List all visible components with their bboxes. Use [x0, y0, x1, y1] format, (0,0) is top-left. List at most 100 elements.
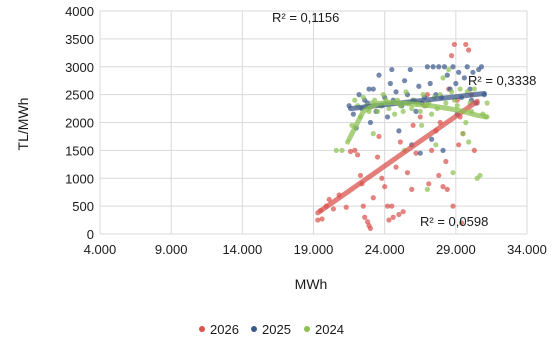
data-point-2026 [374, 154, 381, 160]
y-tick-label: 2500 [65, 88, 94, 103]
data-point-2025 [367, 119, 374, 126]
data-point-2025 [389, 66, 395, 73]
data-point-2025 [376, 72, 382, 78]
data-point-2024 [460, 131, 466, 137]
data-point-2025 [387, 80, 393, 87]
y-tick-label: 500 [72, 199, 94, 214]
data-point-2025 [478, 64, 485, 70]
data-point-2026 [390, 214, 396, 220]
data-point-2026 [382, 184, 388, 190]
data-point-2025 [427, 80, 433, 87]
x-tick-label: 24.000 [365, 242, 405, 257]
data-point-2026 [426, 181, 432, 187]
y-tick-label: 4000 [65, 4, 94, 19]
data-point-2026 [429, 147, 435, 153]
y-tick-label: 3000 [65, 60, 94, 75]
legend-marker-2024 [304, 326, 310, 332]
data-point-2024 [484, 100, 490, 106]
data-point-2026 [386, 217, 392, 223]
data-point-2024 [386, 105, 392, 112]
data-point-2024 [370, 131, 376, 137]
data-point-2026 [362, 214, 368, 220]
data-point-2024 [446, 66, 452, 73]
data-point-2026 [389, 203, 395, 209]
data-point-2025 [430, 64, 436, 70]
data-point-2024 [454, 103, 460, 109]
data-point-2024 [419, 122, 425, 128]
legend-marker-2026 [199, 326, 205, 332]
data-point-2025 [470, 69, 476, 75]
data-point-2026 [404, 170, 411, 176]
data-point-2024 [477, 172, 483, 179]
data-point-2024 [392, 111, 398, 117]
data-point-2024 [450, 170, 456, 176]
legend-label-2026: 2026 [210, 322, 239, 337]
data-point-2024 [463, 119, 469, 126]
data-point-2024 [471, 86, 477, 92]
r-squared-annotation-2026: R² = 0,0598 [420, 214, 488, 229]
data-point-2026 [319, 216, 325, 222]
tick-labels: 0 500 1000 1500 2000 2500 3000 3500 4000 4.000 9.0… [65, 4, 547, 257]
data-point-2026 [397, 139, 403, 145]
data-point-2024 [400, 108, 406, 114]
data-point-2026 [448, 53, 455, 59]
data-point-2025 [464, 64, 470, 70]
data-point-2024 [466, 139, 472, 145]
data-point-2026 [379, 175, 385, 181]
data-point-2026 [330, 206, 337, 212]
y-tick-label: 1500 [65, 143, 94, 158]
data-point-2026 [443, 158, 449, 165]
data-point-2026 [384, 203, 391, 209]
data-point-2025 [436, 64, 442, 70]
data-point-2026 [347, 148, 354, 155]
data-point-2025 [440, 147, 446, 153]
data-point-2024 [409, 105, 415, 112]
data-point-2025 [456, 69, 462, 75]
x-tick-label: 29.000 [436, 242, 476, 257]
data-point-2026 [370, 195, 376, 201]
data-point-2024 [380, 92, 386, 98]
data-point-2025 [370, 86, 376, 92]
data-point-2025 [461, 75, 467, 81]
legend-label-2025: 2025 [262, 322, 291, 337]
data-point-2025 [407, 66, 413, 73]
r-squared-annotation-2024: R² = 0,3338 [468, 73, 536, 88]
data-point-2026 [355, 152, 361, 158]
data-point-2024 [457, 86, 463, 92]
data-point-2026 [326, 196, 332, 203]
data-point-2024 [417, 108, 423, 114]
x-axis-title: MWh [295, 276, 328, 292]
x-tick-label: 4.000 [84, 242, 117, 257]
data-point-2024 [339, 147, 345, 153]
data-point-2026 [466, 47, 472, 53]
data-point-2026 [417, 114, 423, 120]
data-point-2026 [436, 172, 442, 179]
y-tick-label: 2000 [65, 116, 94, 131]
data-points [315, 41, 490, 232]
data-point-2025 [393, 89, 399, 95]
data-point-2026 [376, 133, 382, 140]
data-point-2025 [396, 128, 402, 134]
data-point-2026 [367, 225, 374, 232]
data-point-2026 [393, 164, 399, 170]
data-point-2024 [448, 89, 455, 95]
data-point-2025 [450, 64, 456, 70]
data-point-2025 [424, 64, 430, 70]
y-tick-label: 3500 [65, 32, 94, 47]
data-point-2026 [343, 204, 349, 210]
data-point-2026 [440, 184, 446, 190]
data-point-2026 [352, 147, 358, 153]
data-point-2025 [366, 86, 372, 92]
data-point-2025 [417, 150, 423, 156]
data-point-2026 [400, 209, 406, 215]
data-point-2026 [396, 211, 402, 218]
data-point-2025 [401, 78, 408, 84]
x-tick-label: 19.000 [294, 242, 334, 257]
data-point-2026 [409, 186, 415, 192]
data-point-2025 [429, 136, 435, 142]
x-tick-label: 9.000 [155, 242, 188, 257]
data-point-2024 [372, 97, 378, 103]
data-point-2025 [413, 108, 419, 114]
data-point-2026 [450, 203, 456, 209]
